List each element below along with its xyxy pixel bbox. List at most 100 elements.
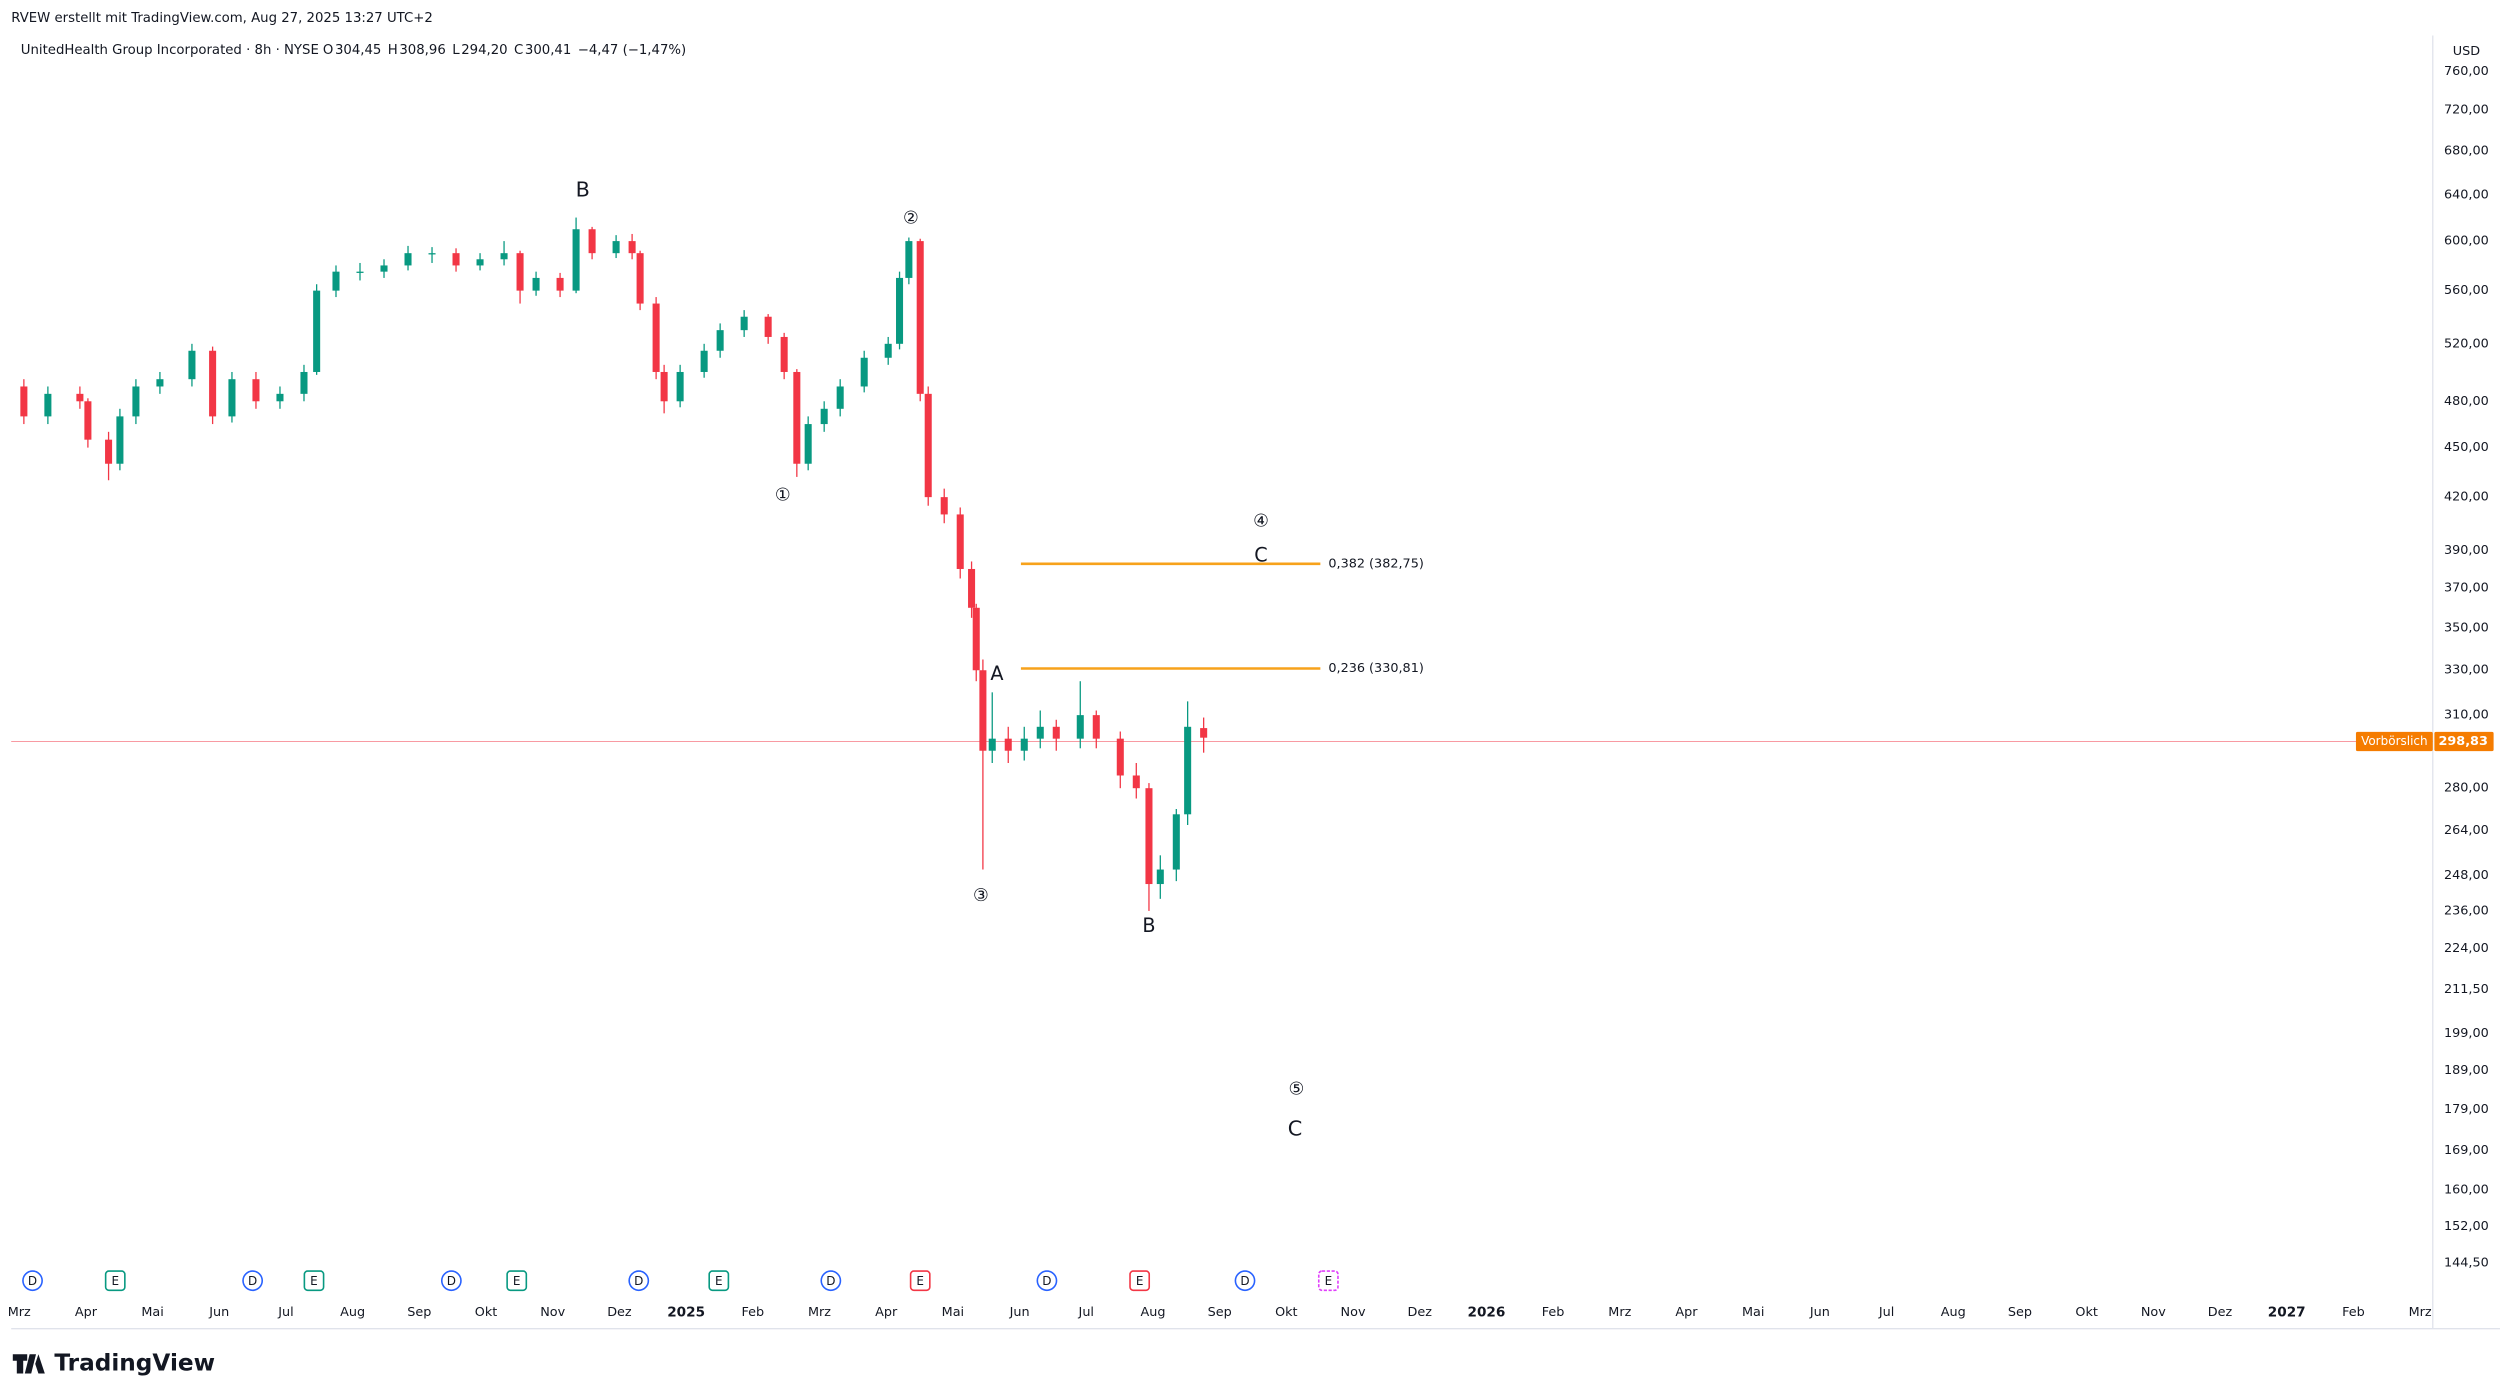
symbol: UnitedHealth Group Incorporated · 8h · N… [21,43,319,58]
candle-body [84,401,92,440]
wave-label: ② [903,209,919,229]
event-circle [820,1270,842,1292]
candle-body [188,350,196,380]
ohlc-value: 304,45 [335,43,381,58]
event-box [303,1270,325,1292]
y-tick-label: 144,50 [2444,1256,2489,1271]
candle-body [500,253,508,260]
x-tick-label: Jun [1809,1305,1830,1320]
event-label: D [634,1274,643,1288]
candle-body [636,253,644,304]
candle-body [300,371,308,394]
candle-body [356,271,364,273]
x-tick-label: Dez [2208,1305,2233,1320]
event-marker: E [708,1270,730,1292]
x-tick-label: Mrz [2409,1305,2432,1320]
candle-body [588,229,596,254]
event-circle [628,1270,650,1292]
premarket-tag: Vorbörslich [2361,734,2428,748]
y-tick-label: 420,00 [2444,490,2489,505]
fib-label: 0,382 (382,75) [1328,556,1423,571]
x-tick-label: Mai [942,1305,964,1320]
x-tick-label: Sep [407,1305,431,1320]
y-tick-label: 310,00 [2444,708,2489,723]
candle-body [1200,728,1208,738]
x-tick-label: Okt [1275,1305,1298,1320]
candle-body [820,408,828,425]
ohlc-value: 308,96 [399,43,445,58]
x-tick-label: Feb [2342,1305,2365,1320]
event-label: E [111,1274,119,1288]
event-label: D [447,1274,456,1288]
wave-label: ① [775,485,791,505]
candle-body [132,386,140,417]
ohlc-key: H [388,43,398,58]
candle-body [1004,738,1012,751]
event-box [909,1270,931,1292]
x-tick-label: Feb [741,1305,764,1320]
credit: RVEW erstellt mit TradingView.com, Aug 2… [11,11,433,26]
event-marker: D [22,1270,43,1292]
event-label: E [715,1274,723,1288]
candle-body [1156,869,1164,885]
x-tick-label: 2025 [667,1305,705,1321]
y-tick-label: 350,00 [2444,621,2489,636]
x-tick-label: Sep [2008,1305,2032,1320]
x-tick-label: Mai [141,1305,163,1320]
y-tick-label: 560,00 [2444,283,2489,298]
wave-label: C [1288,1117,1303,1141]
logo-icon [12,1354,45,1374]
y-tick-label: 330,00 [2444,663,2489,678]
x-tick-label: Nov [540,1305,565,1320]
y-tick-label: 390,00 [2444,543,2489,558]
y-tick-label: 280,00 [2444,781,2489,796]
y-tick-label: 264,00 [2444,823,2489,838]
x-tick-label: Mai [1742,1305,1764,1320]
candle-body [836,386,844,409]
x-tick-label: 2027 [2268,1305,2306,1321]
x-tick-label: Sep [1208,1305,1232,1320]
candle-body [572,229,580,291]
y-tick-label: 224,00 [2444,941,2489,956]
candle-body [764,316,772,337]
event-marker: D [440,1270,462,1292]
candle-body [676,371,684,402]
x-tick-label: 2026 [1468,1305,1506,1321]
price-tag-box [2434,731,2494,752]
ohlc-value: 300,41 [525,43,571,58]
x-tick-label: Jul [277,1305,293,1320]
candle-body [313,290,321,372]
event-marker: D [820,1270,842,1292]
price-tag: 298,83 [2438,734,2487,749]
candle-body [905,241,913,278]
event-box [506,1270,528,1292]
x-tick-label: Okt [475,1305,498,1320]
ohlc-key: C [514,43,523,58]
change: −4,47 (−1,47%) [578,43,686,58]
x-tick-label: Dez [607,1305,632,1320]
candle-body [716,330,724,351]
y-tick-label: 600,00 [2444,234,2489,249]
event-label: D [1042,1274,1051,1288]
y-tick-label: 640,00 [2444,187,2489,202]
candle-body [20,386,28,417]
candle-body [1116,738,1124,776]
fib-label: 0,236 (330,81) [1328,661,1423,676]
wave-label: B [576,177,590,201]
candle-body [105,439,113,464]
candle-body [896,277,904,344]
event-marker: E [303,1270,325,1292]
event-marker: E [909,1270,931,1292]
candle-body [1184,726,1192,815]
candle-body [332,271,340,291]
candles [20,217,1208,911]
ohlc-key: L [452,43,460,58]
event-label: D [248,1274,257,1288]
x-tick-label: Mrz [808,1305,831,1320]
event-circle [22,1270,43,1292]
x-tick-label: Jun [1009,1305,1030,1320]
candle-body [1132,775,1140,789]
event-label: D [28,1274,37,1288]
y-tick-label: 236,00 [2444,903,2489,918]
event-circle [440,1270,462,1292]
